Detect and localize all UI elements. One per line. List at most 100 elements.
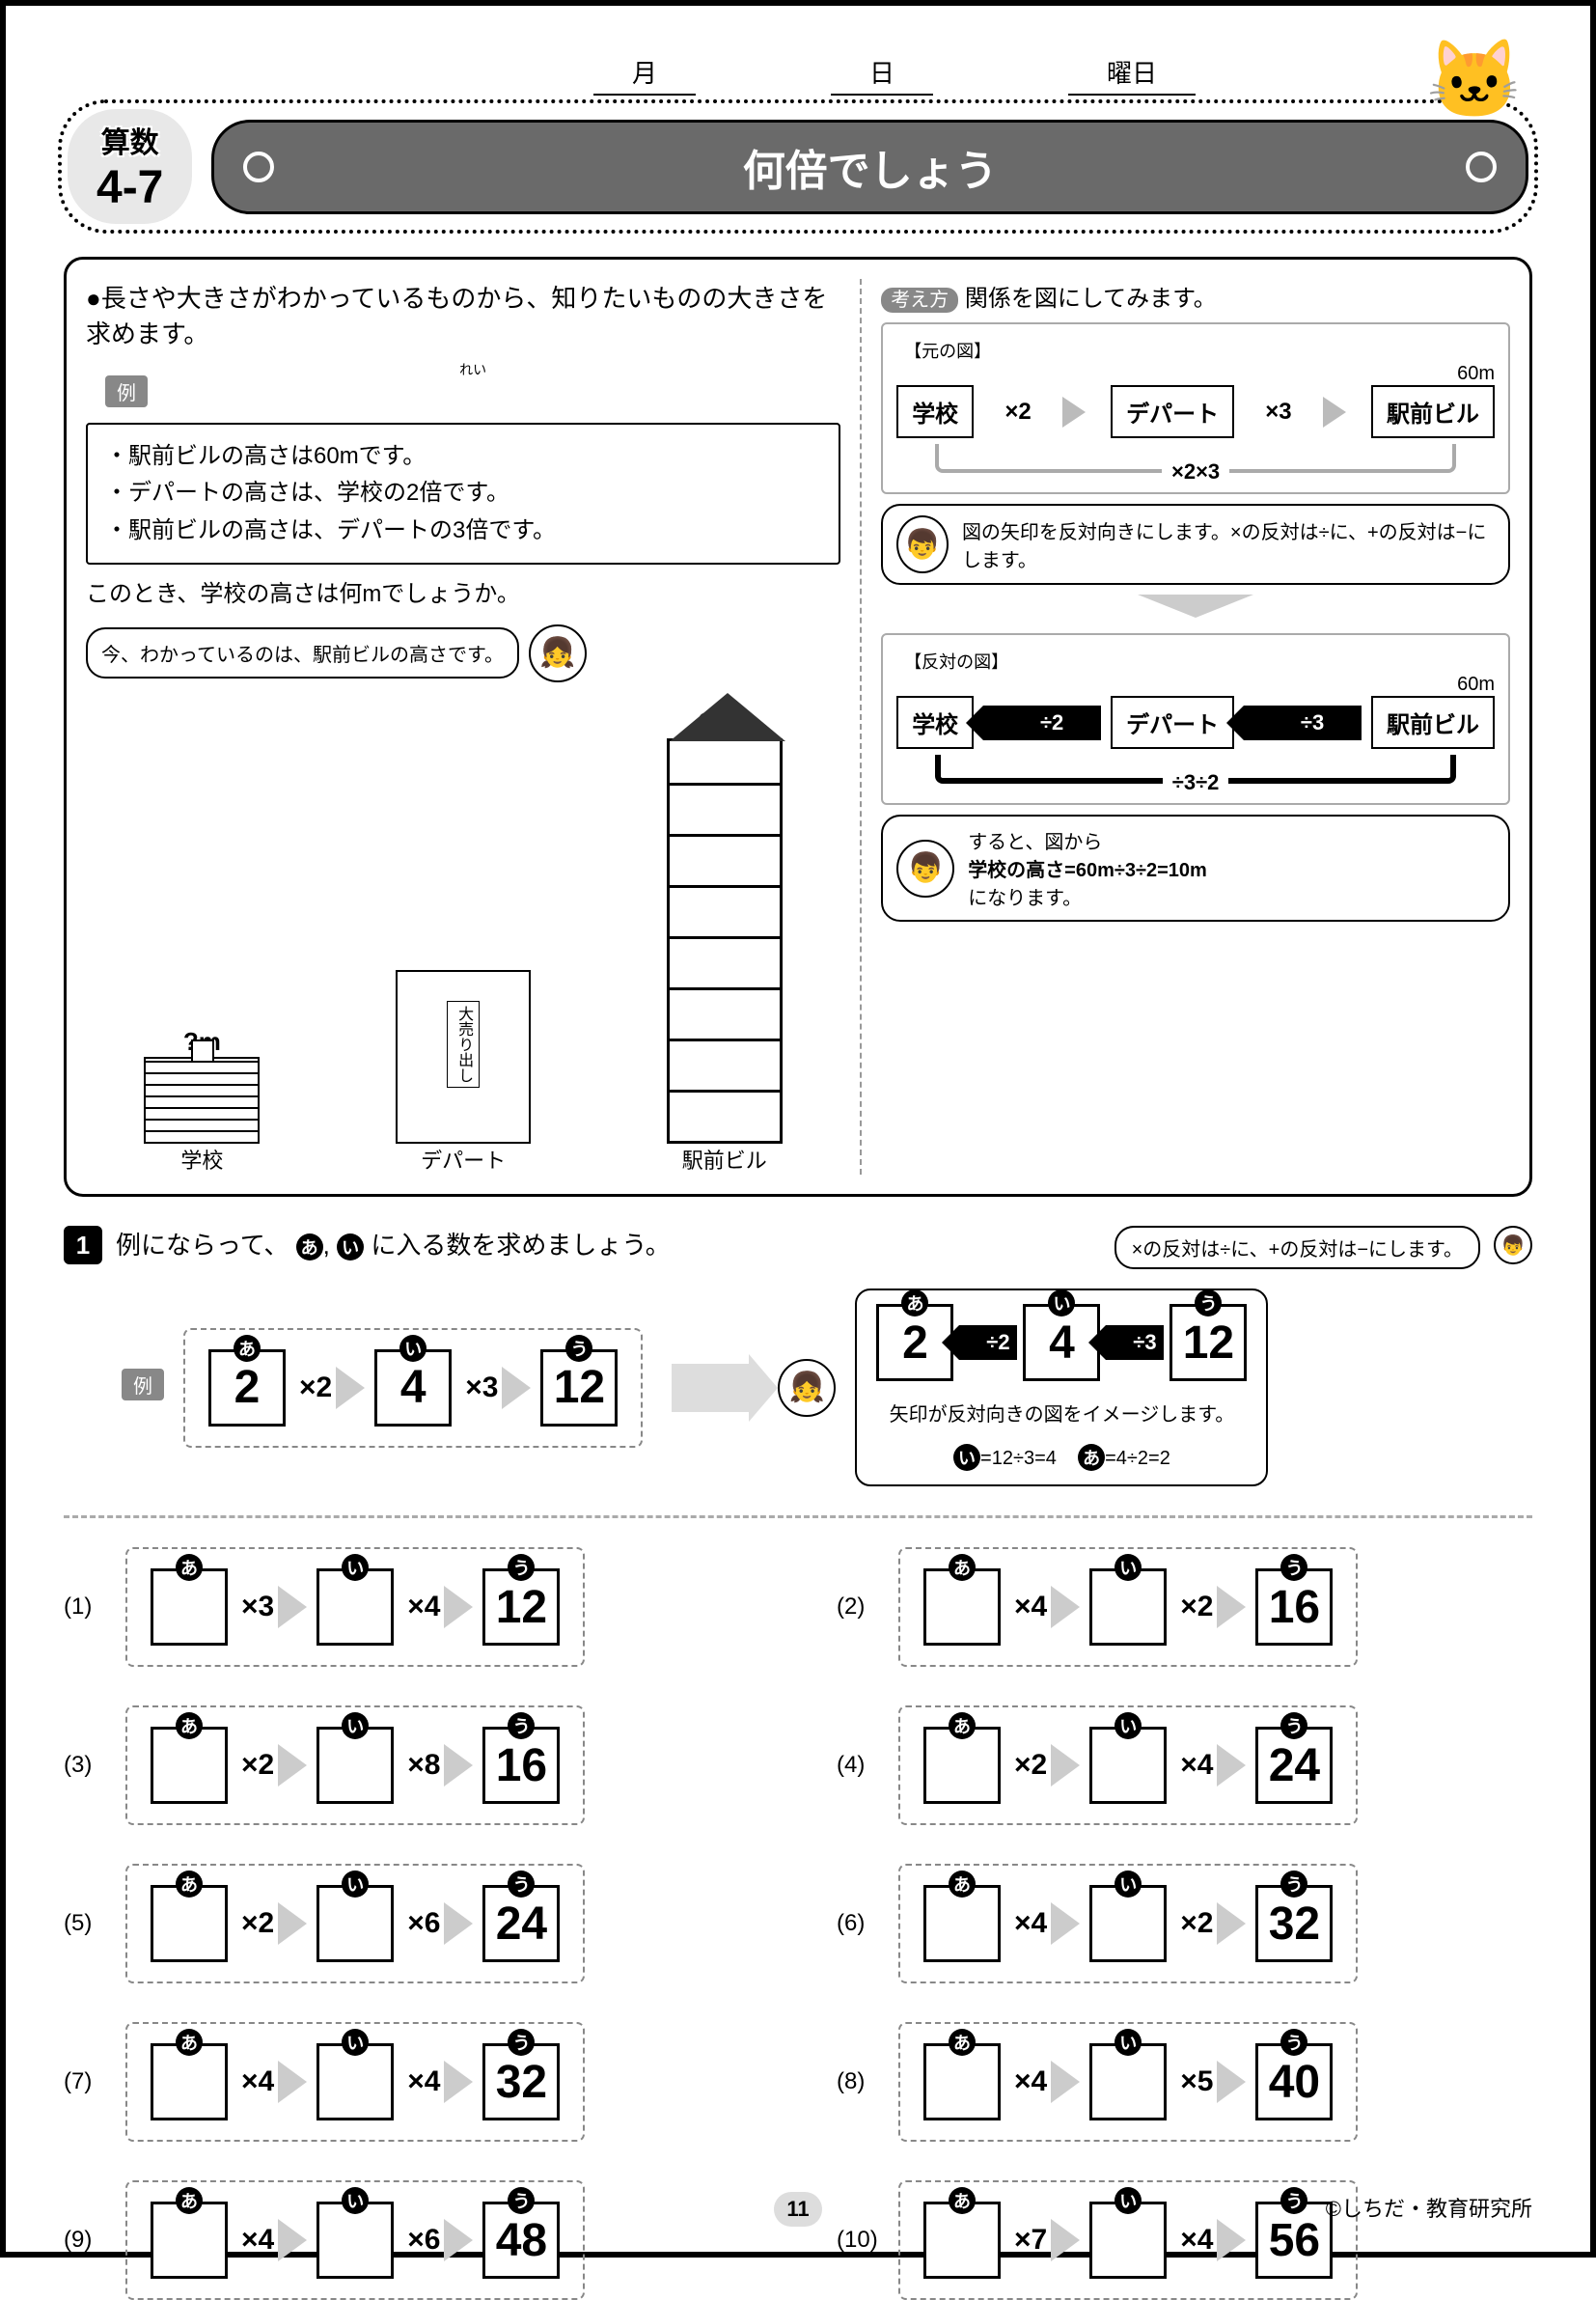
problem-flow: あ ×2 い ×8 う16 xyxy=(125,1705,585,1825)
buildings-diagram: ?m 学校 デパート 60m 駅前ビル xyxy=(86,707,840,1175)
answer-box-a[interactable]: あ xyxy=(151,1727,228,1804)
explain-left: ●長さや大きさがわかっているものから、知りたいものの大きさを求めます。 れい 例… xyxy=(86,279,840,1175)
op2: ×2 xyxy=(1176,1907,1217,1940)
school-icon xyxy=(144,1057,260,1144)
boy-face-icon: 👦 xyxy=(1494,1226,1532,1264)
problem-number: (7) xyxy=(64,2068,112,2095)
date-day[interactable]: 日 xyxy=(831,54,933,96)
intro-text: ●長さや大きさがわかっているものから、知りたいものの大きさを求めます。 xyxy=(86,279,840,350)
gray-arrow-icon xyxy=(345,1367,365,1409)
dept-label: デパート xyxy=(396,1144,531,1175)
problem-item: (3) あ ×2 い ×8 う16 xyxy=(64,1705,759,1825)
answer-box-a[interactable]: あ xyxy=(151,1885,228,1962)
subject-badge: 算数 4-7 xyxy=(68,109,192,224)
diag1-b: デパート xyxy=(1111,385,1234,438)
op2: ×4 xyxy=(1176,1749,1217,1782)
reverse-diagram: 【反対の図】 60m 学校 ÷2 デパート ÷3 駅前ビル ÷3÷2 xyxy=(881,633,1510,805)
answer-box-a[interactable]: あ xyxy=(923,1727,1001,1804)
ex-op1: ×2 xyxy=(295,1372,336,1404)
return-arrow: ×2×3 xyxy=(935,444,1456,473)
header: 月 日 曜日 算数 4-7 何倍でしょう 🐱 xyxy=(64,54,1532,234)
black-arrow-left: ÷2 xyxy=(959,1325,1017,1360)
problem-number: (8) xyxy=(837,2068,885,2095)
school-label: 学校 xyxy=(144,1144,260,1175)
problem-flow: あ ×4 い ×2 う16 xyxy=(898,1547,1358,1667)
gray-arrow-icon xyxy=(1060,1744,1080,1787)
example-tag: 例 xyxy=(122,1369,164,1400)
answer-box-a[interactable]: あ xyxy=(923,2043,1001,2120)
big-arrow-icon xyxy=(672,1364,749,1412)
explain-right: 考え方 関係を図にしてみます。 【元の図】 60m 学校 ×2 デパート ×3 … xyxy=(860,279,1510,1175)
problem-number: (10) xyxy=(837,2227,885,2254)
op1: ×4 xyxy=(1010,1591,1051,1623)
result-box-u: う32 xyxy=(482,2043,560,2120)
subject-label: 算数 xyxy=(96,119,163,161)
hint-pill: ×の反対は÷に、+の反対は−にします。 xyxy=(1114,1226,1480,1269)
copyright: ©しちだ・教育研究所 xyxy=(1326,2192,1532,2223)
problems-grid: (1) あ ×3 い ×4 う12 (2) あ ×4 い ×2 う16 (3) … xyxy=(64,1547,1532,2300)
answer-box-i[interactable]: い xyxy=(316,1568,394,1646)
answer-box-i[interactable]: い xyxy=(316,1727,394,1804)
diag1-op2: ×3 xyxy=(1259,399,1297,426)
gray-arrow-icon xyxy=(454,1586,473,1628)
problem-flow: あ ×4 い ×5 う40 xyxy=(898,2022,1358,2142)
speech-bubble: 今、わかっているのは、駅前ビルの高さです。 xyxy=(86,627,519,679)
answer-box-i[interactable]: い xyxy=(316,1885,394,1962)
gray-arrow-icon xyxy=(511,1367,531,1409)
gray-arrow-icon xyxy=(1060,1586,1080,1628)
answer-box-i[interactable]: い xyxy=(1089,1885,1167,1962)
problem-item: (8) あ ×4 い ×5 う40 xyxy=(837,2022,1532,2142)
note2b: 学校の高さ=60m÷3÷2=10m xyxy=(968,854,1207,882)
op1: ×4 xyxy=(1010,1907,1051,1940)
result-box-u: う40 xyxy=(1255,2043,1333,2120)
answer-box-a[interactable]: あ xyxy=(923,1885,1001,1962)
letter-i-icon: い xyxy=(337,1233,364,1261)
op2: ×6 xyxy=(403,1907,444,1940)
problem-item: (4) あ ×2 い ×4 う24 xyxy=(837,1705,1532,1825)
answer-box-a[interactable]: あ xyxy=(151,2043,228,2120)
fact-2: ・デパートの高さは、学校の2倍です。 xyxy=(105,475,821,512)
diag2-c-top: 60m xyxy=(896,674,1495,696)
op2: ×4 xyxy=(403,1591,444,1623)
example-forward: あ2 ×2 い4 ×3 う12 xyxy=(183,1328,643,1448)
problem-flow: あ ×2 い ×4 う24 xyxy=(898,1705,1358,1825)
gray-arrow-icon xyxy=(288,2061,307,2103)
op2: ×4 xyxy=(1176,2224,1217,2257)
ex-note2: い=12÷3=4 あ=4÷2=2 xyxy=(953,1444,1170,1471)
note1-box: 👦 図の矢印を反対向きにします。×の反対は÷に、+の反対は−にします。 xyxy=(881,504,1510,585)
answer-box-a[interactable]: あ xyxy=(923,1568,1001,1646)
answer-box-i[interactable]: い xyxy=(1089,1568,1167,1646)
gray-arrow-icon xyxy=(1226,2061,1246,2103)
note1-text: 図の矢印を反対向きにします。×の反対は÷に、+の反対は−にします。 xyxy=(962,516,1495,572)
ex-note1: 矢印が反対向きの図をイメージします。 xyxy=(890,1399,1235,1427)
problem-flow: あ ×4 い ×2 う32 xyxy=(898,1864,1358,1983)
diag2-a: 学校 xyxy=(896,696,974,749)
op1: ×2 xyxy=(237,1749,278,1782)
answer-box-i[interactable]: い xyxy=(1089,1727,1167,1804)
forward-diagram: 【元の図】 60m 学校 ×2 デパート ×3 駅前ビル ×2×3 xyxy=(881,322,1510,494)
answer-box-i[interactable]: い xyxy=(316,2043,394,2120)
note2-box: 👦 すると、図から 学校の高さ=60m÷3÷2=10m になります。 xyxy=(881,815,1510,922)
gray-arrow-icon xyxy=(454,1902,473,1945)
op1: ×2 xyxy=(237,1907,278,1940)
tower-icon xyxy=(667,738,783,1144)
op1: ×4 xyxy=(237,2065,278,2098)
q1-text-a: 例にならって、 xyxy=(116,1231,289,1260)
page-number: 11 xyxy=(774,2192,822,2227)
diag1-c-top: 60m xyxy=(896,363,1495,385)
fact-3: ・駅前ビルの高さは、デパートの3倍です。 xyxy=(105,513,821,549)
op2: ×8 xyxy=(403,1749,444,1782)
date-weekday[interactable]: 曜日 xyxy=(1068,54,1196,96)
problem-item: (2) あ ×4 い ×2 う16 xyxy=(837,1547,1532,1667)
diag2-label: 【反対の図】 xyxy=(896,649,1016,674)
girl-face-icon: 👧 xyxy=(529,624,587,682)
result-box-u: う24 xyxy=(1255,1727,1333,1804)
answer-box-i[interactable]: い xyxy=(1089,2043,1167,2120)
result-box-u: う16 xyxy=(1255,1568,1333,1646)
problem-item: (7) あ ×4 い ×4 う32 xyxy=(64,2022,759,2142)
op1: ×7 xyxy=(1010,2224,1051,2257)
date-month[interactable]: 月 xyxy=(593,54,696,96)
gray-arrow-icon xyxy=(288,1902,307,1945)
answer-box-a[interactable]: あ xyxy=(151,1568,228,1646)
gray-arrow-icon xyxy=(288,2219,307,2261)
